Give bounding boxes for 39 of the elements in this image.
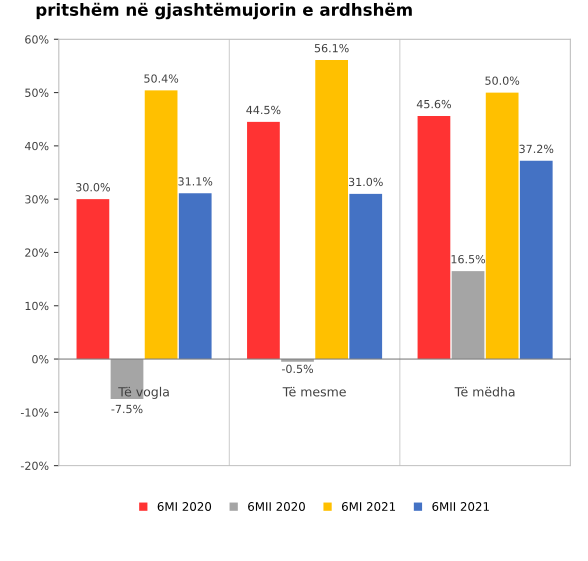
bar	[418, 116, 450, 360]
data-label: 30.0%	[76, 183, 110, 192]
x-tick-label: Të mesme	[282, 386, 346, 396]
legend-label: 6MI 2020	[158, 502, 212, 511]
data-label: 16.5%	[452, 254, 486, 264]
data-label: 31.0%	[348, 178, 383, 186]
data-label: -7.5%	[111, 404, 143, 414]
legend-label: 6MII 2021	[432, 502, 489, 511]
legend-label: 6MII 2020	[248, 502, 305, 511]
y-tick-label: 60%	[25, 35, 48, 44]
y-tick-label: 50%	[25, 88, 48, 97]
y-tick-label: -20%	[20, 462, 48, 470]
legend-label: 6MI 2021	[342, 502, 396, 511]
data-label: 56.1%	[314, 44, 349, 52]
x-tick-label: Të vogla	[118, 386, 169, 399]
data-label: 50.4%	[144, 74, 178, 83]
data-label: 50.0%	[485, 76, 520, 85]
bar	[452, 271, 484, 360]
bar	[247, 122, 280, 360]
y-tick-label: 20%	[25, 248, 48, 257]
y-tick-label: -10%	[20, 408, 48, 417]
data-label: 45.6%	[416, 100, 451, 108]
bar	[349, 194, 382, 360]
data-label: -0.5%	[282, 364, 314, 374]
x-tick-label: Të mëdha	[454, 386, 514, 396]
y-tick-label: 30%	[25, 195, 48, 204]
bar	[486, 92, 519, 360]
chart-title: pritshëm në gjashtëmujorin e ardhshëm	[36, 2, 412, 20]
bar	[144, 90, 178, 360]
y-tick-label: 10%	[26, 302, 48, 310]
y-tick-label: 40%	[24, 142, 48, 150]
bar	[520, 160, 553, 360]
data-label: 44.5%	[246, 106, 280, 114]
bar	[315, 60, 348, 360]
y-tick-label: 0%	[32, 355, 48, 364]
data-label: 31.1%	[178, 177, 212, 186]
bar	[76, 199, 110, 360]
data-label: 37.2%	[519, 144, 554, 154]
bar	[178, 193, 212, 360]
